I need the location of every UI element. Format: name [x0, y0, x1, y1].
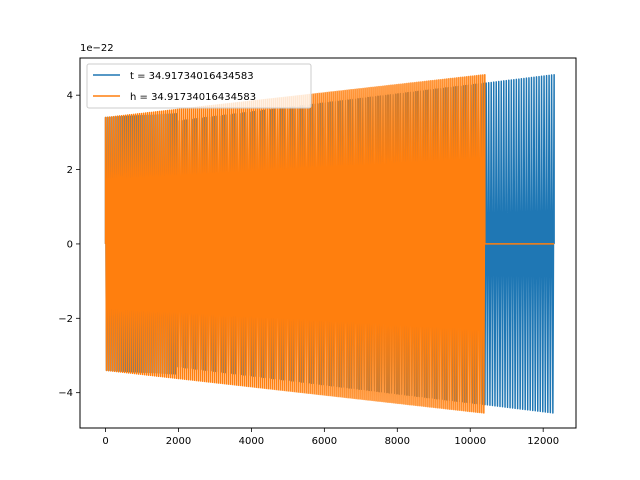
- y-tick-label: −2: [58, 314, 73, 325]
- x-tick-label: 2000: [166, 436, 191, 447]
- legend-box: [86, 63, 312, 109]
- y-axis: −4 −2 0 2 4: [58, 91, 80, 399]
- y-tick-label: −4: [58, 388, 73, 399]
- y-tick-label: 2: [67, 165, 73, 176]
- x-tick-label: 4000: [239, 436, 264, 447]
- plot-frame: [79, 57, 577, 429]
- legend: t = 34.91734016434583 h = 34.91734016434…: [86, 63, 312, 109]
- y-tick-label: 4: [67, 91, 73, 102]
- series-layer: [104, 73, 555, 414]
- x-tick-label: 12000: [527, 436, 559, 447]
- y-offset-text: 1e−22: [80, 43, 114, 54]
- y-tick-label: 0: [67, 239, 73, 250]
- x-tick-label: 0: [102, 436, 108, 447]
- series-line-h: [104, 73, 555, 414]
- x-tick-label: 8000: [385, 436, 410, 447]
- legend-label-t: t = 34.91734016434583: [130, 71, 254, 82]
- x-tick-label: 10000: [454, 436, 486, 447]
- x-tick-label: 6000: [312, 436, 337, 447]
- x-axis: 0 2000 4000 6000 8000 10000 12000: [102, 428, 559, 447]
- legend-label-h: h = 34.91734016434583: [130, 92, 256, 103]
